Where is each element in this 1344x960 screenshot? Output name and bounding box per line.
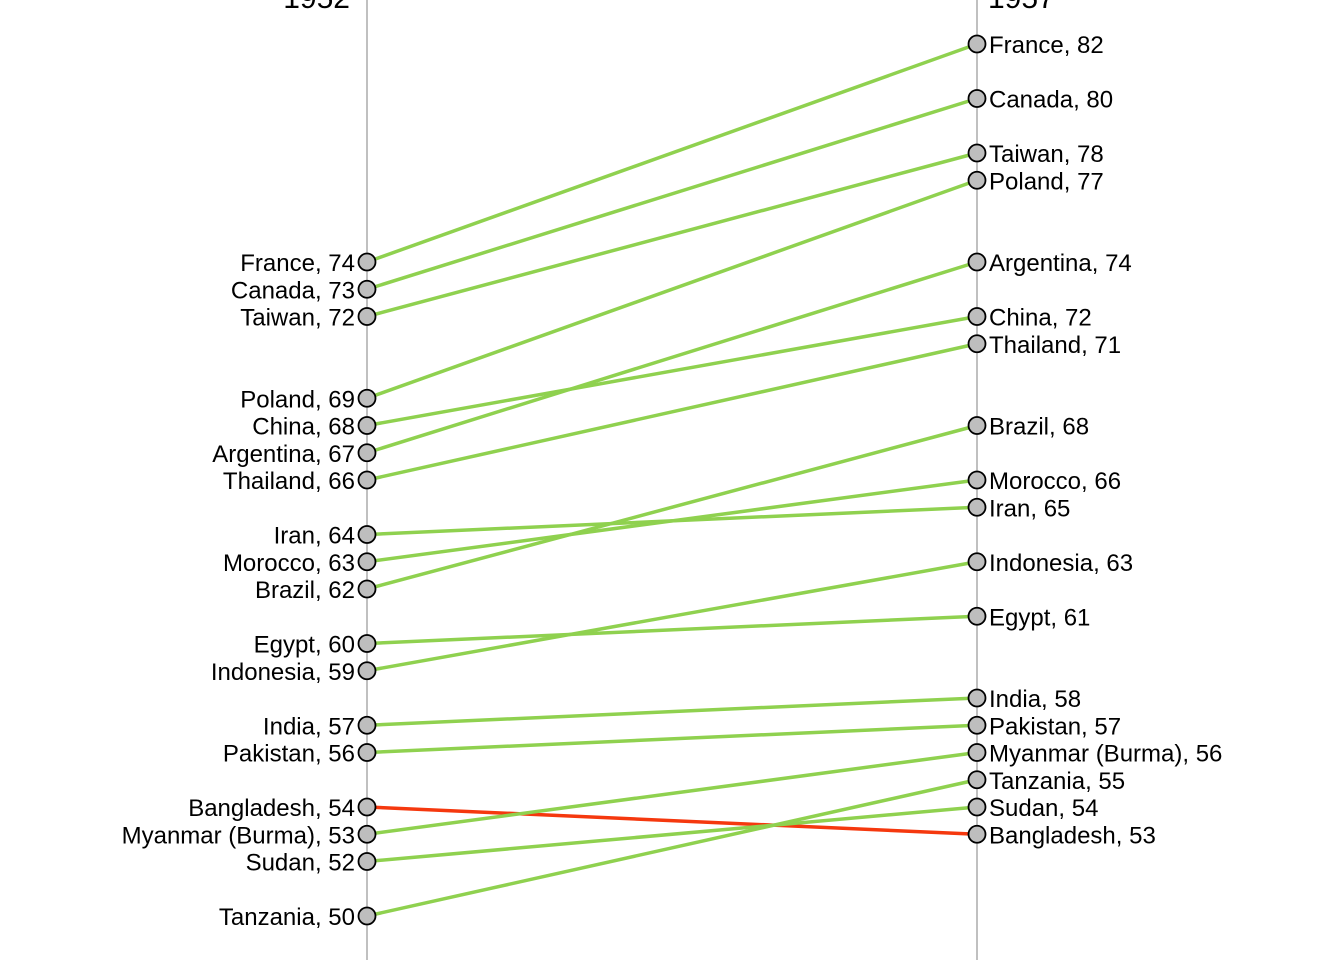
label-1952: Pakistan, 56 xyxy=(223,741,355,768)
label-1952: China, 68 xyxy=(252,414,355,441)
data-point xyxy=(357,388,377,408)
data-point xyxy=(967,606,987,626)
data-point xyxy=(967,497,987,517)
label-1957: Argentina, 74 xyxy=(989,250,1132,277)
slope-line xyxy=(366,151,978,319)
data-points xyxy=(357,34,987,926)
label-1957: Thailand, 71 xyxy=(989,332,1121,359)
label-1957: India, 58 xyxy=(989,686,1081,713)
slope-line xyxy=(366,423,978,591)
slope-line xyxy=(366,805,978,836)
label-1957: China, 72 xyxy=(989,305,1092,332)
data-point xyxy=(357,552,377,572)
slope-line xyxy=(366,723,978,755)
data-point xyxy=(357,715,377,735)
label-1952: Egypt, 60 xyxy=(254,632,355,659)
slope-line xyxy=(366,805,978,864)
data-point xyxy=(357,824,377,844)
slope-line xyxy=(366,314,978,428)
data-point xyxy=(967,552,987,572)
slope-line xyxy=(366,478,978,564)
data-point xyxy=(357,252,377,272)
label-1957: Tanzania, 55 xyxy=(989,768,1125,795)
label-1952: France, 74 xyxy=(240,250,355,277)
data-point xyxy=(357,634,377,653)
slope-line xyxy=(366,778,978,918)
data-point xyxy=(967,770,987,790)
data-point xyxy=(357,661,377,681)
label-1957: Canada, 80 xyxy=(989,87,1113,114)
data-point xyxy=(357,443,377,463)
data-point xyxy=(357,579,377,599)
year-label-1952: 1952 xyxy=(283,0,350,15)
data-point xyxy=(357,470,377,490)
label-1957: Morocco, 66 xyxy=(989,468,1121,495)
data-point xyxy=(357,416,377,435)
data-point xyxy=(967,170,987,190)
slope-line xyxy=(366,614,978,646)
data-point xyxy=(967,688,987,708)
label-1952: Tanzania, 50 xyxy=(219,904,355,931)
label-1957: Indonesia, 63 xyxy=(989,550,1133,577)
data-point xyxy=(967,34,987,54)
data-point xyxy=(357,525,377,544)
label-1952: Thailand, 66 xyxy=(223,468,355,495)
data-point xyxy=(967,715,987,735)
data-point xyxy=(967,824,987,844)
data-point xyxy=(967,797,987,817)
label-1952: Brazil, 62 xyxy=(255,577,355,604)
slope-line xyxy=(366,42,978,264)
label-1957: Sudan, 54 xyxy=(989,795,1098,822)
label-1957: Myanmar (Burma), 56 xyxy=(989,741,1222,768)
data-point xyxy=(967,143,987,163)
label-1957: France, 82 xyxy=(989,32,1104,59)
slope-line xyxy=(366,696,978,727)
data-point xyxy=(967,89,987,108)
slope-line xyxy=(366,178,978,400)
data-point xyxy=(357,797,377,817)
label-1957: Iran, 65 xyxy=(989,495,1070,522)
label-1957: Bangladesh, 53 xyxy=(989,822,1156,849)
slope-line xyxy=(366,342,978,482)
label-1957: Brazil, 68 xyxy=(989,414,1089,441)
data-labels: France, 74 France, 82 Canada, 73 Canada, 80… xyxy=(122,32,1223,931)
data-point xyxy=(967,334,987,354)
data-point xyxy=(357,743,377,762)
data-point xyxy=(357,906,377,926)
data-point xyxy=(357,307,377,326)
data-point xyxy=(967,470,987,490)
label-1952: Argentina, 67 xyxy=(212,441,355,468)
label-1952: Iran, 64 xyxy=(274,523,355,550)
label-1957: Pakistan, 57 xyxy=(989,713,1121,740)
label-1952: India, 57 xyxy=(263,713,355,740)
data-point xyxy=(967,416,987,435)
slope-line xyxy=(366,96,978,291)
label-1952: Poland, 69 xyxy=(240,386,355,413)
data-point xyxy=(967,743,987,762)
label-1957: Poland, 77 xyxy=(989,168,1104,195)
slope-line xyxy=(366,750,978,836)
label-1952: Indonesia, 59 xyxy=(211,659,355,686)
slope-line xyxy=(366,260,978,455)
label-1952: Canada, 73 xyxy=(231,277,355,304)
label-1952: Taiwan, 72 xyxy=(240,305,355,332)
label-1957: Taiwan, 78 xyxy=(989,141,1104,168)
data-point xyxy=(357,279,377,299)
year-label-1957: 1957 xyxy=(988,0,1055,15)
data-point xyxy=(357,852,377,871)
label-1952: Morocco, 63 xyxy=(223,550,355,577)
data-point xyxy=(967,307,987,326)
label-1952: Bangladesh, 54 xyxy=(188,795,355,822)
slope-line xyxy=(366,560,978,673)
label-1957: Egypt, 61 xyxy=(989,604,1090,631)
label-1952: Myanmar (Burma), 53 xyxy=(122,822,355,849)
slope-lines xyxy=(366,42,978,918)
data-point xyxy=(967,252,987,272)
label-1952: Sudan, 52 xyxy=(246,850,355,877)
